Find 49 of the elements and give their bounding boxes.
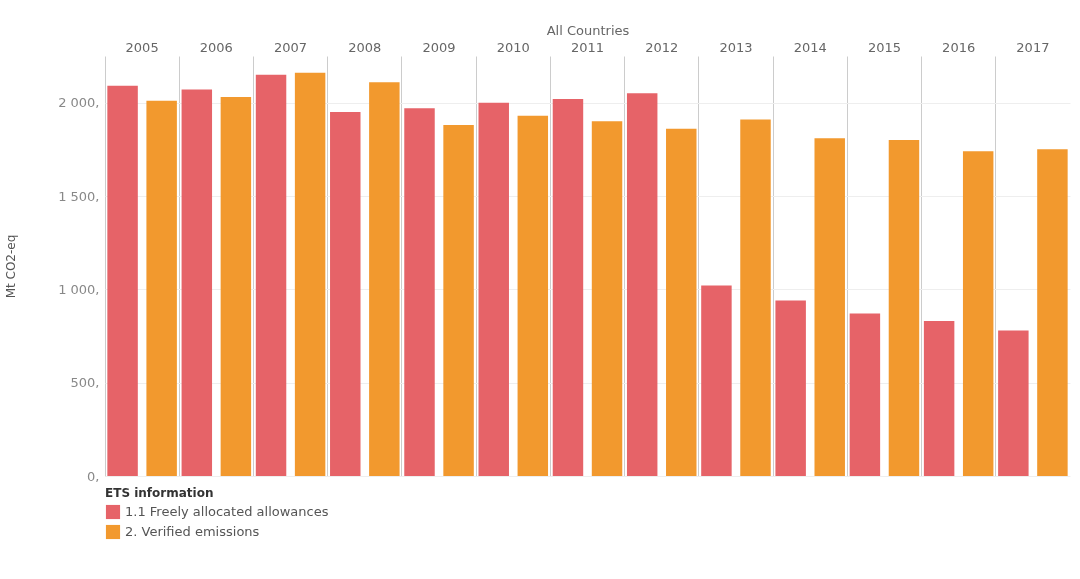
bar xyxy=(181,89,213,476)
y-tick-label: 0, xyxy=(87,468,100,484)
y-tick-label: 1 500, xyxy=(58,188,100,204)
x-tick-label: 2007 xyxy=(274,39,308,55)
x-tick-label: 2015 xyxy=(867,39,901,55)
bar xyxy=(923,321,955,476)
y-tick-label: 1 000, xyxy=(58,281,100,297)
x-tick-label: 2010 xyxy=(496,39,530,55)
x-tick-label: 2014 xyxy=(793,39,827,55)
bar xyxy=(443,125,474,476)
legend-title: ETS information xyxy=(105,486,214,500)
bar xyxy=(591,121,623,476)
x-axis-title: All Countries xyxy=(546,22,630,38)
x-tick-label: 2016 xyxy=(942,39,976,55)
y-axis-title: Mt CO2-eq xyxy=(4,234,19,299)
legend-label: 2. Verified emissions xyxy=(125,524,260,539)
bar xyxy=(814,138,845,476)
x-tick-label: 2009 xyxy=(422,39,456,55)
bar xyxy=(1037,149,1068,476)
bar xyxy=(775,300,806,476)
bar xyxy=(146,100,177,476)
bar xyxy=(962,151,994,476)
bar xyxy=(552,98,584,476)
bar xyxy=(369,82,400,476)
bar xyxy=(255,74,287,476)
bar xyxy=(701,285,732,476)
x-tick-label: 2005 xyxy=(125,39,159,55)
bar xyxy=(107,85,138,476)
bar xyxy=(478,102,509,476)
bar xyxy=(517,115,549,476)
legend-label: 1.1 Freely allocated allowances xyxy=(125,504,329,519)
bar xyxy=(666,128,697,476)
y-tick-label: 500, xyxy=(70,375,100,391)
bar xyxy=(330,112,361,476)
x-tick-label: 2008 xyxy=(348,39,382,55)
bar xyxy=(626,93,658,476)
x-tick-label: 2017 xyxy=(1016,39,1050,55)
x-tick-label: 2006 xyxy=(199,39,233,55)
x-tick-label: 2013 xyxy=(719,39,753,55)
y-tick-label: 2 000, xyxy=(58,95,100,111)
x-tick-label: 2012 xyxy=(645,39,679,55)
bar xyxy=(404,108,435,476)
bar xyxy=(220,97,252,476)
bar xyxy=(740,119,771,476)
bar xyxy=(294,72,326,476)
x-tick-label: 2011 xyxy=(570,39,605,55)
bar xyxy=(998,330,1029,476)
bar xyxy=(849,313,881,476)
bar xyxy=(888,140,920,476)
